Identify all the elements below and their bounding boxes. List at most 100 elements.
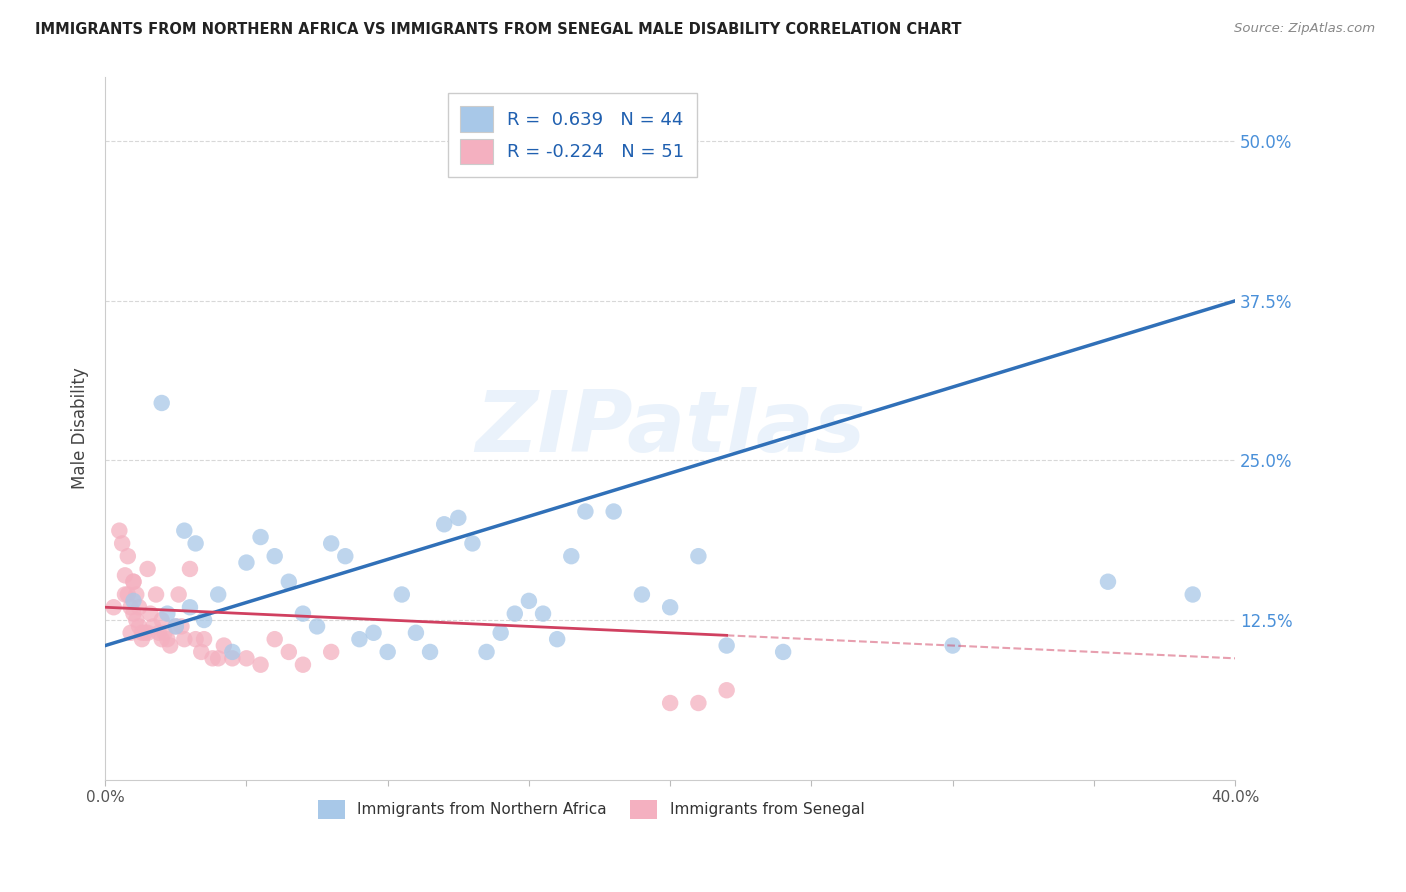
Point xyxy=(117,587,139,601)
Point xyxy=(249,530,271,544)
Point xyxy=(190,645,212,659)
Point xyxy=(349,632,371,647)
Text: ZIPatlas: ZIPatlas xyxy=(475,387,865,470)
Point xyxy=(942,639,965,653)
Point xyxy=(103,600,125,615)
Point xyxy=(263,549,285,564)
Point xyxy=(688,696,710,710)
Point xyxy=(117,549,139,564)
Point xyxy=(125,613,148,627)
Point xyxy=(122,607,145,621)
Point xyxy=(235,556,257,570)
Point xyxy=(120,600,142,615)
Point xyxy=(148,625,170,640)
Point xyxy=(531,607,554,621)
Point xyxy=(193,632,215,647)
Point xyxy=(391,587,413,601)
Point xyxy=(546,632,568,647)
Legend: Immigrants from Northern Africa, Immigrants from Senegal: Immigrants from Northern Africa, Immigra… xyxy=(312,794,870,824)
Point xyxy=(207,651,229,665)
Point xyxy=(659,696,682,710)
Point xyxy=(173,632,195,647)
Point xyxy=(128,600,150,615)
Point xyxy=(688,549,710,564)
Point xyxy=(165,619,187,633)
Point xyxy=(212,639,235,653)
Point xyxy=(131,625,153,640)
Point xyxy=(291,607,314,621)
Point xyxy=(207,587,229,601)
Point xyxy=(170,619,193,633)
Point xyxy=(447,511,470,525)
Point xyxy=(631,587,654,601)
Point xyxy=(120,625,142,640)
Point xyxy=(277,645,299,659)
Text: IMMIGRANTS FROM NORTHERN AFRICA VS IMMIGRANTS FROM SENEGAL MALE DISABILITY CORRE: IMMIGRANTS FROM NORTHERN AFRICA VS IMMIG… xyxy=(35,22,962,37)
Point xyxy=(277,574,299,589)
Point xyxy=(184,632,207,647)
Point xyxy=(602,504,624,518)
Point xyxy=(517,594,540,608)
Point xyxy=(184,536,207,550)
Point xyxy=(125,587,148,601)
Point xyxy=(307,619,329,633)
Point xyxy=(377,645,399,659)
Point xyxy=(249,657,271,672)
Point xyxy=(153,625,176,640)
Point xyxy=(150,632,173,647)
Point xyxy=(156,632,179,647)
Point xyxy=(179,600,201,615)
Point xyxy=(201,651,224,665)
Point xyxy=(475,645,498,659)
Point xyxy=(122,574,145,589)
Point xyxy=(122,574,145,589)
Point xyxy=(142,619,165,633)
Point xyxy=(139,607,162,621)
Point xyxy=(772,645,794,659)
Point xyxy=(335,549,357,564)
Point xyxy=(114,568,136,582)
Point xyxy=(134,625,156,640)
Point xyxy=(716,639,738,653)
Point xyxy=(363,625,385,640)
Point xyxy=(221,645,243,659)
Point xyxy=(433,517,456,532)
Point xyxy=(179,562,201,576)
Point xyxy=(291,657,314,672)
Point xyxy=(321,536,343,550)
Point xyxy=(193,613,215,627)
Point xyxy=(145,587,167,601)
Point xyxy=(131,632,153,647)
Point xyxy=(263,632,285,647)
Point xyxy=(136,562,159,576)
Point xyxy=(165,619,187,633)
Point xyxy=(150,396,173,410)
Point xyxy=(405,625,427,640)
Point xyxy=(167,587,190,601)
Point xyxy=(221,651,243,665)
Point xyxy=(659,600,682,615)
Point xyxy=(111,536,134,550)
Point xyxy=(574,504,596,518)
Point xyxy=(419,645,441,659)
Point xyxy=(1181,587,1204,601)
Point xyxy=(560,549,582,564)
Point xyxy=(321,645,343,659)
Point xyxy=(122,594,145,608)
Point xyxy=(128,619,150,633)
Point xyxy=(114,587,136,601)
Point xyxy=(1097,574,1119,589)
Point xyxy=(156,607,179,621)
Point xyxy=(108,524,131,538)
Point xyxy=(461,536,484,550)
Point xyxy=(159,639,181,653)
Point xyxy=(150,613,173,627)
Point xyxy=(173,524,195,538)
Point xyxy=(716,683,738,698)
Y-axis label: Male Disability: Male Disability xyxy=(72,368,89,490)
Point xyxy=(136,625,159,640)
Point xyxy=(503,607,526,621)
Point xyxy=(489,625,512,640)
Text: Source: ZipAtlas.com: Source: ZipAtlas.com xyxy=(1234,22,1375,36)
Point xyxy=(235,651,257,665)
